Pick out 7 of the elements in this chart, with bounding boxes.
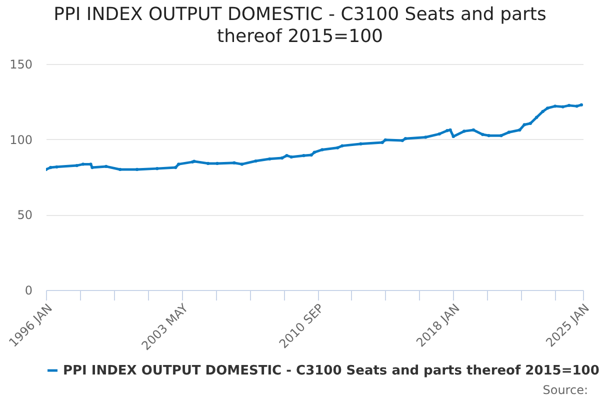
chart-title: PPI INDEX OUTPUT DOMESTIC - C3100 Seats and parts thereof 2015=100 — [52, 4, 548, 49]
y-tick-label: 50 — [17, 208, 32, 222]
source-note: Source: — [542, 383, 588, 397]
y-tick-label: 150 — [10, 58, 32, 72]
legend-label: PPI INDEX OUTPUT DOMESTIC - C3100 Seats and parts thereof 2015=100 — [63, 364, 600, 378]
y-tick-label: 0 — [24, 284, 32, 298]
y-tick-label: 100 — [10, 132, 32, 147]
